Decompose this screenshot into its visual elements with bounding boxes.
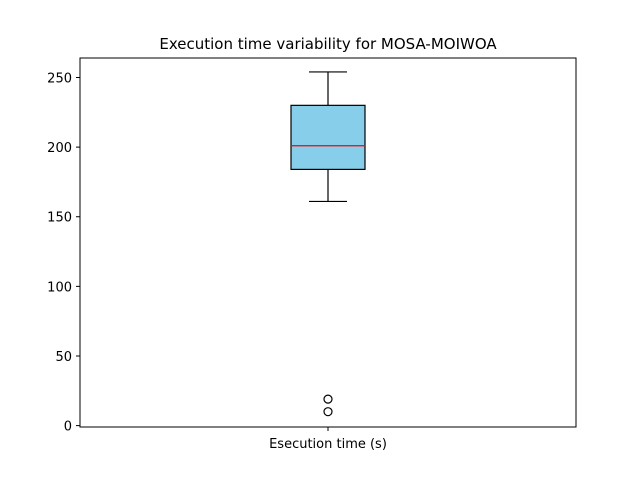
- y-tick-label: 0: [64, 420, 72, 435]
- x-tick-label: Esecution time (s): [269, 437, 387, 452]
- plot-area: [290, 71, 366, 417]
- y-tick-label: 250: [47, 71, 72, 86]
- outlier-point: [323, 407, 333, 417]
- y-tick-label: 150: [47, 211, 72, 226]
- outlier-point: [323, 394, 333, 404]
- y-tick-label: 50: [55, 350, 72, 365]
- x-axis: Esecution time (s): [269, 427, 387, 452]
- chart-title: Execution time variability for MOSA-MOIW…: [159, 35, 497, 53]
- y-tick-label: 200: [47, 141, 72, 156]
- y-tick-label: 100: [47, 280, 72, 295]
- box-iqr: [290, 104, 366, 170]
- y-axis: 0 50 100 150 200 250: [47, 71, 80, 435]
